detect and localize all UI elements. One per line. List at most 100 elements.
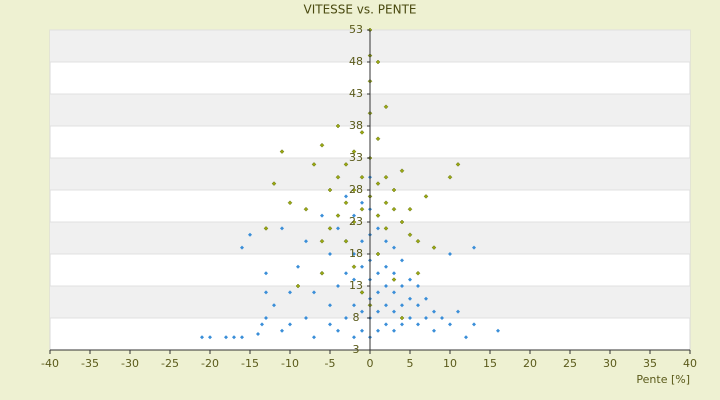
point — [296, 264, 300, 269]
point — [408, 277, 412, 282]
point — [399, 219, 405, 225]
point — [400, 322, 404, 327]
point — [343, 162, 349, 167]
point — [392, 290, 396, 295]
point — [440, 316, 444, 320]
point — [375, 136, 381, 142]
point — [423, 194, 429, 199]
point — [327, 226, 333, 231]
point — [432, 328, 436, 333]
point — [264, 290, 268, 295]
x-tick-label: -35 — [81, 357, 99, 370]
point — [288, 322, 292, 327]
point — [256, 332, 260, 336]
point — [400, 284, 404, 288]
point — [343, 238, 349, 244]
point — [407, 232, 413, 238]
point — [400, 303, 404, 308]
point — [392, 328, 396, 333]
x-tick-label: 25 — [563, 357, 577, 370]
x-tick-label: 5 — [407, 357, 414, 370]
point — [264, 271, 268, 276]
chart-title: VITESSE vs. PENTE — [304, 3, 417, 17]
point — [312, 290, 316, 295]
point — [352, 335, 356, 340]
point — [328, 303, 332, 308]
point — [383, 104, 389, 110]
point — [424, 316, 428, 320]
y-tick-label: 38 — [349, 119, 363, 132]
point — [383, 226, 389, 231]
point — [312, 335, 316, 340]
point — [376, 309, 380, 314]
y-tick-label: 23 — [349, 215, 363, 228]
point — [288, 290, 292, 295]
x-tick-label: -30 — [121, 357, 139, 370]
point — [336, 226, 340, 231]
point — [455, 162, 461, 167]
y-tick-label: 3 — [353, 343, 360, 356]
y-tick-label: 28 — [349, 183, 363, 196]
point — [391, 187, 397, 193]
point — [360, 200, 364, 205]
x-tick-label: -5 — [325, 357, 336, 370]
point — [280, 328, 284, 333]
point — [279, 149, 285, 154]
point — [280, 226, 284, 231]
point — [359, 174, 365, 180]
points — [200, 27, 500, 340]
point — [415, 270, 421, 276]
point — [448, 252, 452, 256]
point — [303, 206, 309, 212]
y-tick-label: 8 — [353, 311, 360, 324]
point — [344, 194, 348, 199]
point — [360, 309, 364, 314]
point — [424, 296, 428, 301]
y-tick-label: 13 — [349, 279, 363, 292]
point — [376, 328, 380, 333]
point — [304, 316, 308, 320]
point — [472, 245, 476, 250]
point — [200, 335, 204, 340]
point — [335, 213, 341, 218]
y-tick-label: 18 — [349, 247, 363, 260]
point — [416, 303, 420, 308]
x-tick-label: 35 — [643, 357, 657, 370]
point — [448, 322, 452, 327]
point — [376, 226, 380, 231]
point — [416, 322, 420, 327]
point — [351, 149, 357, 154]
point — [319, 238, 325, 244]
point — [360, 239, 364, 244]
point — [336, 328, 340, 333]
point — [360, 264, 364, 269]
x-tick-label: 0 — [367, 357, 374, 370]
point — [391, 277, 397, 282]
point — [384, 284, 388, 288]
point — [464, 335, 468, 340]
point — [392, 271, 396, 276]
y-tick-label: 43 — [349, 87, 363, 100]
point — [352, 213, 356, 218]
point — [376, 290, 380, 295]
point — [336, 284, 340, 288]
point — [352, 252, 356, 256]
point — [415, 238, 421, 244]
point — [352, 303, 356, 308]
point — [400, 258, 404, 263]
x-tick-label: -10 — [281, 357, 299, 370]
x-tick-label: 40 — [683, 357, 697, 370]
point — [320, 213, 324, 218]
point — [392, 309, 396, 314]
point — [383, 200, 389, 206]
x-tick-label: -20 — [201, 357, 219, 370]
x-tick-label: -15 — [241, 357, 259, 370]
point — [496, 328, 500, 333]
point — [408, 316, 412, 320]
point — [376, 271, 380, 276]
point — [399, 168, 405, 174]
point — [431, 245, 437, 250]
point — [352, 277, 356, 282]
